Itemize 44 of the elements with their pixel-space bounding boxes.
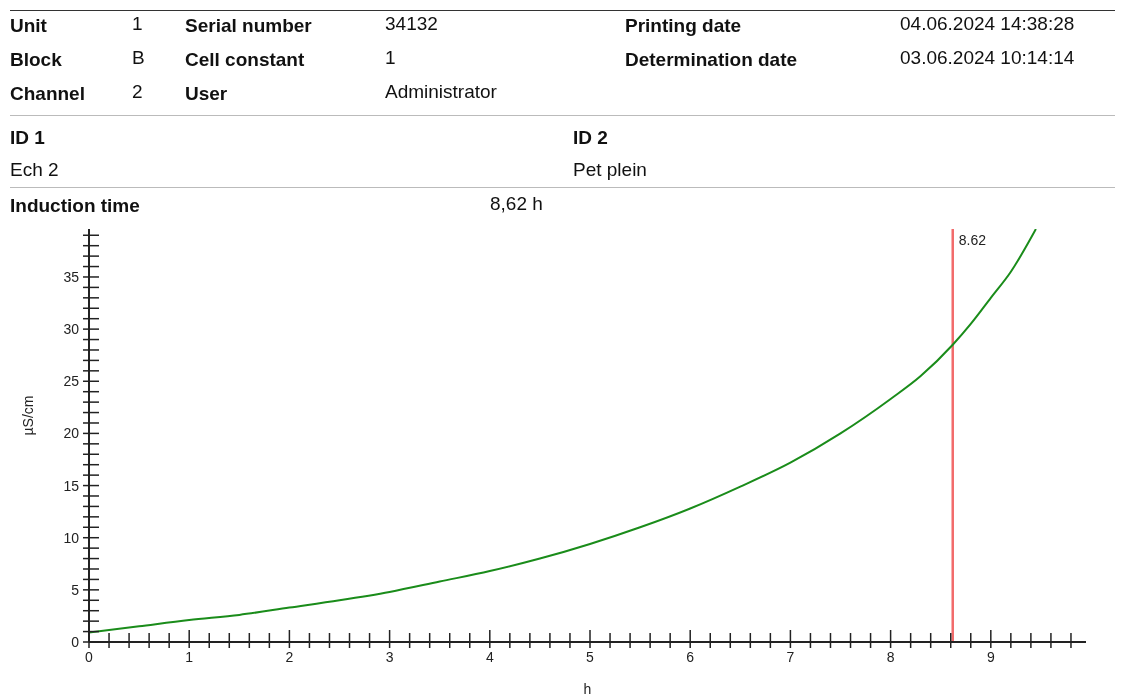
x-tick-label: 0 <box>85 649 94 665</box>
x-tick-label: 6 <box>686 649 695 665</box>
text: Unit <box>10 15 47 37</box>
text: Channel <box>10 83 85 105</box>
y-tick-label: 10 <box>63 529 80 546</box>
ref-line-label: 8.62 <box>958 232 987 248</box>
text: 1 <box>385 47 396 69</box>
y-tick-label: 5 <box>71 581 80 598</box>
x-tick-label: 2 <box>285 649 294 665</box>
text: Pet plein <box>573 159 647 181</box>
text: User <box>185 83 228 105</box>
text: ID 1 <box>10 127 45 149</box>
text: B <box>132 47 145 69</box>
x-tick-label: 3 <box>385 649 394 665</box>
line-series <box>89 229 1037 634</box>
text: 8,62 h <box>490 193 543 215</box>
text: Induction time <box>10 195 140 217</box>
text: 1 <box>132 13 143 35</box>
text: Determination date <box>625 49 798 71</box>
text: Serial number <box>185 15 312 37</box>
text: Ech 2 <box>10 159 59 181</box>
y-tick-label: 15 <box>63 477 80 494</box>
x-axis-title: h <box>583 681 592 694</box>
x-tick-label: 8 <box>886 649 895 665</box>
y-tick-label: 25 <box>63 373 80 390</box>
x-tick-label: 4 <box>485 649 494 665</box>
text: Cell constant <box>185 49 305 71</box>
text: 03.06.2024 10:14:14 <box>900 47 1075 69</box>
y-tick-label: 0 <box>71 634 80 650</box>
y-tick-label: 35 <box>63 268 80 285</box>
y-axis-title: µS/cm <box>19 395 36 436</box>
y-tick-label: 20 <box>63 425 80 442</box>
text: Printing date <box>625 15 742 37</box>
y-tick-label: 30 <box>63 321 80 338</box>
x-tick-label: 1 <box>185 649 194 665</box>
x-tick-label: 5 <box>586 649 595 665</box>
text: Administrator <box>385 81 497 103</box>
text: 2 <box>132 81 143 103</box>
text: ID 2 <box>573 127 608 149</box>
x-tick-label: 7 <box>786 649 795 665</box>
text: 34132 <box>385 13 438 35</box>
text: Block <box>10 49 62 71</box>
x-tick-label: 9 <box>986 649 995 665</box>
text: 04.06.2024 14:38:28 <box>900 13 1075 35</box>
